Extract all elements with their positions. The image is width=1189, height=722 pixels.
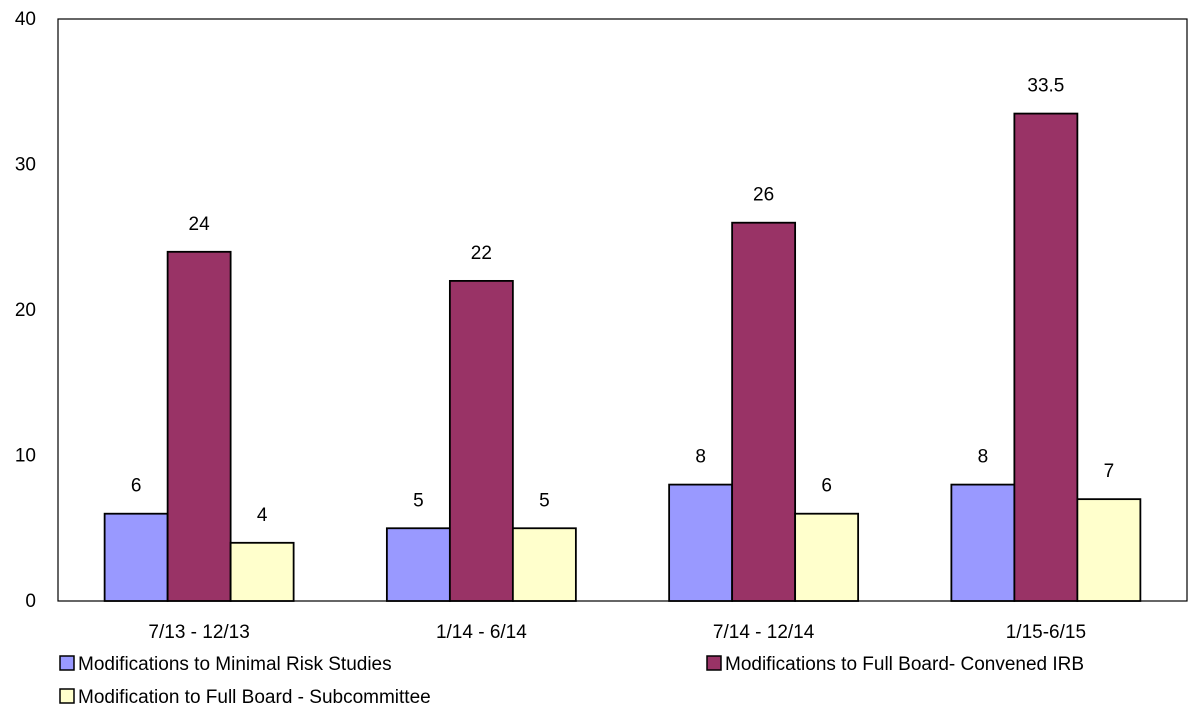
x-tick-label: 1/15-6/15 (1006, 622, 1086, 643)
bar (448, 279, 514, 602)
y-tick-label: 10 (15, 446, 36, 467)
bar (511, 527, 577, 602)
y-axis: 0 10 20 30 40 (15, 9, 36, 612)
bar (103, 512, 169, 602)
y-tick-label: 0 (25, 591, 36, 612)
x-tick-label: 7/13 - 12/13 (148, 622, 249, 643)
data-label: 5 (413, 490, 424, 511)
bar (385, 527, 451, 602)
bar (950, 483, 1016, 602)
legend-swatch (59, 655, 75, 671)
data-label: 22 (471, 243, 492, 264)
y-tick-label: 20 (15, 300, 36, 321)
y-tick-label: 40 (15, 9, 36, 30)
data-label-group: 6 24 4 5 22 5 8 26 6 8 33.5 7 (131, 76, 1114, 526)
bar (794, 512, 860, 602)
x-tick-label: 1/14 - 6/14 (436, 622, 527, 643)
legend-label: Modifications to Full Board- Convened IR… (725, 654, 1084, 675)
bar (1013, 112, 1079, 602)
x-axis: 7/13 - 12/13 1/14 - 6/14 7/14 - 12/14 1/15-… (148, 622, 1086, 643)
data-label: 6 (821, 476, 832, 497)
data-label: 8 (978, 447, 989, 468)
data-label: 33.5 (1027, 76, 1064, 97)
legend-swatch (706, 655, 722, 671)
data-label: 4 (257, 505, 268, 526)
legend-swatch (59, 688, 75, 704)
data-label: 6 (131, 476, 142, 497)
data-label: 8 (695, 447, 706, 468)
x-tick-label: 7/14 - 12/14 (713, 622, 815, 643)
bar (731, 221, 797, 602)
bar (1076, 498, 1142, 602)
y-tick-label: 30 (15, 155, 36, 176)
bar (229, 541, 295, 602)
legend: Modifications to Minimal Risk Studies Mod… (59, 654, 1084, 708)
bar-series-group (103, 112, 1142, 602)
legend-label: Modification to Full Board - Subcommitte… (78, 687, 431, 708)
data-label: 24 (189, 214, 211, 235)
bar (668, 483, 734, 602)
data-label: 5 (539, 490, 550, 511)
bar (166, 250, 232, 602)
data-label: 26 (753, 185, 774, 206)
legend-label: Modifications to Minimal Risk Studies (78, 654, 392, 675)
data-label: 7 (1104, 461, 1115, 482)
